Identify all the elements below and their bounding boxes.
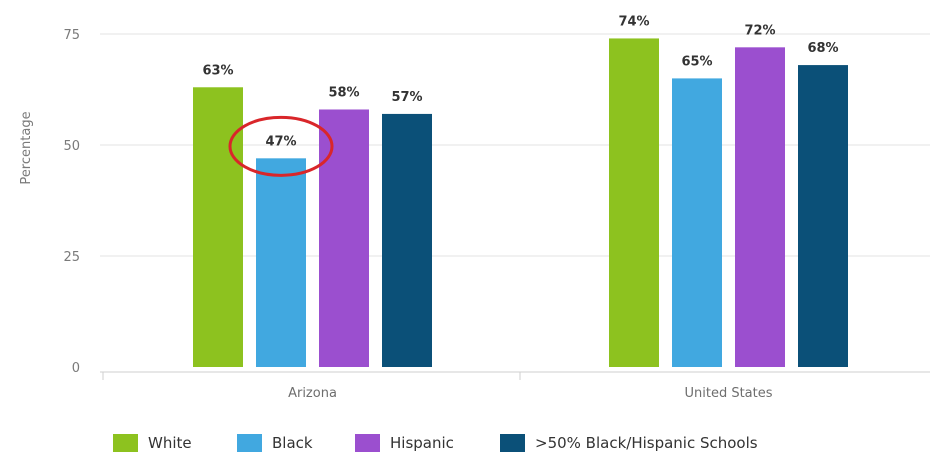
legend-label: Hispanic <box>390 434 454 452</box>
bar-arizona-2 <box>319 109 369 367</box>
data-label: 47% <box>265 134 296 149</box>
legend-swatch <box>355 434 380 452</box>
data-label: 63% <box>202 63 233 78</box>
x-tick-label: United States <box>684 386 772 401</box>
legend-swatch <box>237 434 262 452</box>
legend-swatch <box>500 434 525 452</box>
legend-label: Black <box>272 434 313 452</box>
y-tick-label: 75 <box>63 28 80 43</box>
y-axis-title: Percentage <box>19 111 34 184</box>
bar-arizona-3 <box>382 113 432 367</box>
bar-united-states-3 <box>798 65 848 367</box>
bars <box>193 38 848 368</box>
legend: White Black Hispanic >50% Black/Hispanic Sc… <box>113 434 758 452</box>
legend-label: >50% Black/Hispanic Schools <box>535 434 758 452</box>
x-tick-label: Arizona <box>288 386 337 401</box>
data-label: 58% <box>328 85 359 100</box>
highlight-circle <box>228 115 334 177</box>
axes: 0 25 50 75 Arizona United States <box>63 28 930 401</box>
y-tick-label: 0 <box>72 361 80 376</box>
data-label: 57% <box>391 90 422 105</box>
bar-arizona-1 <box>256 158 306 367</box>
data-label: 74% <box>618 14 649 29</box>
y-tick-label: 25 <box>63 250 80 265</box>
bar-arizona-0 <box>193 87 243 367</box>
data-label: 68% <box>807 41 838 56</box>
bar-united-states-0 <box>609 38 659 367</box>
y-tick-label: 50 <box>63 139 80 154</box>
bar-united-states-1 <box>672 78 722 368</box>
bar-united-states-2 <box>735 47 785 367</box>
legend-label: White <box>148 434 192 452</box>
data-labels: 63% 47% 58% 57% 74% 65% 72% 68% <box>202 14 838 149</box>
data-label: 72% <box>744 23 775 38</box>
data-label: 65% <box>681 54 712 69</box>
legend-swatch <box>113 434 138 452</box>
annotations <box>228 115 334 177</box>
